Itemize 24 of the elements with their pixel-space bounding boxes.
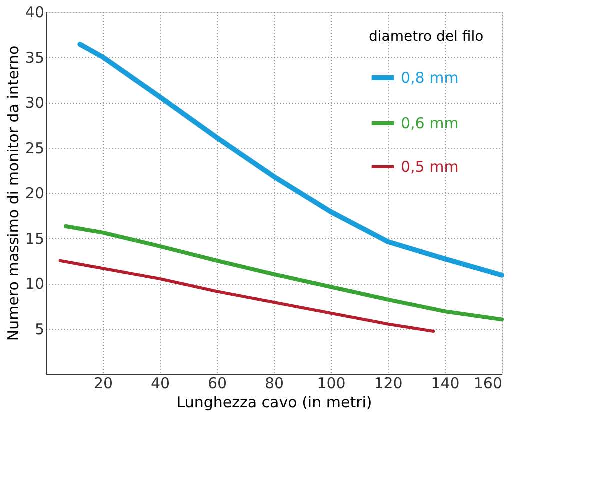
x-tick-label: 40 <box>150 374 170 392</box>
line-series <box>58 259 436 333</box>
y-tick-label: 15 <box>25 230 44 248</box>
y-axis-title: Numero massimo di monitor da interno <box>4 46 22 342</box>
x-tick-label: 140 <box>431 374 460 392</box>
x-tick-label: 60 <box>208 374 228 392</box>
y-tick-label: 35 <box>25 48 44 67</box>
x-tick-label: 80 <box>264 374 284 392</box>
x-axis-title: Lunghezza cavo (in metri) <box>176 394 372 412</box>
y-tick-label: 40 <box>25 4 44 22</box>
legend-label: 0,5 mm <box>401 158 459 176</box>
y-tick-label: 30 <box>25 94 44 112</box>
line-series <box>64 224 504 322</box>
y-tick-label: 5 <box>34 320 44 338</box>
y-tick-label: 25 <box>25 139 44 158</box>
legend-title: diametro del filo <box>369 29 484 45</box>
x-tick-label: 20 <box>94 374 114 392</box>
x-tick-label: 160 <box>474 374 502 392</box>
x-tick-label: 100 <box>317 374 346 392</box>
legend-label: 0,6 mm <box>401 114 459 132</box>
x-tick-label: 120 <box>374 374 403 392</box>
legend-label: 0,8 mm <box>401 69 459 87</box>
y-tick-label: 20 <box>25 184 44 202</box>
y-tick-label: 10 <box>25 275 44 293</box>
